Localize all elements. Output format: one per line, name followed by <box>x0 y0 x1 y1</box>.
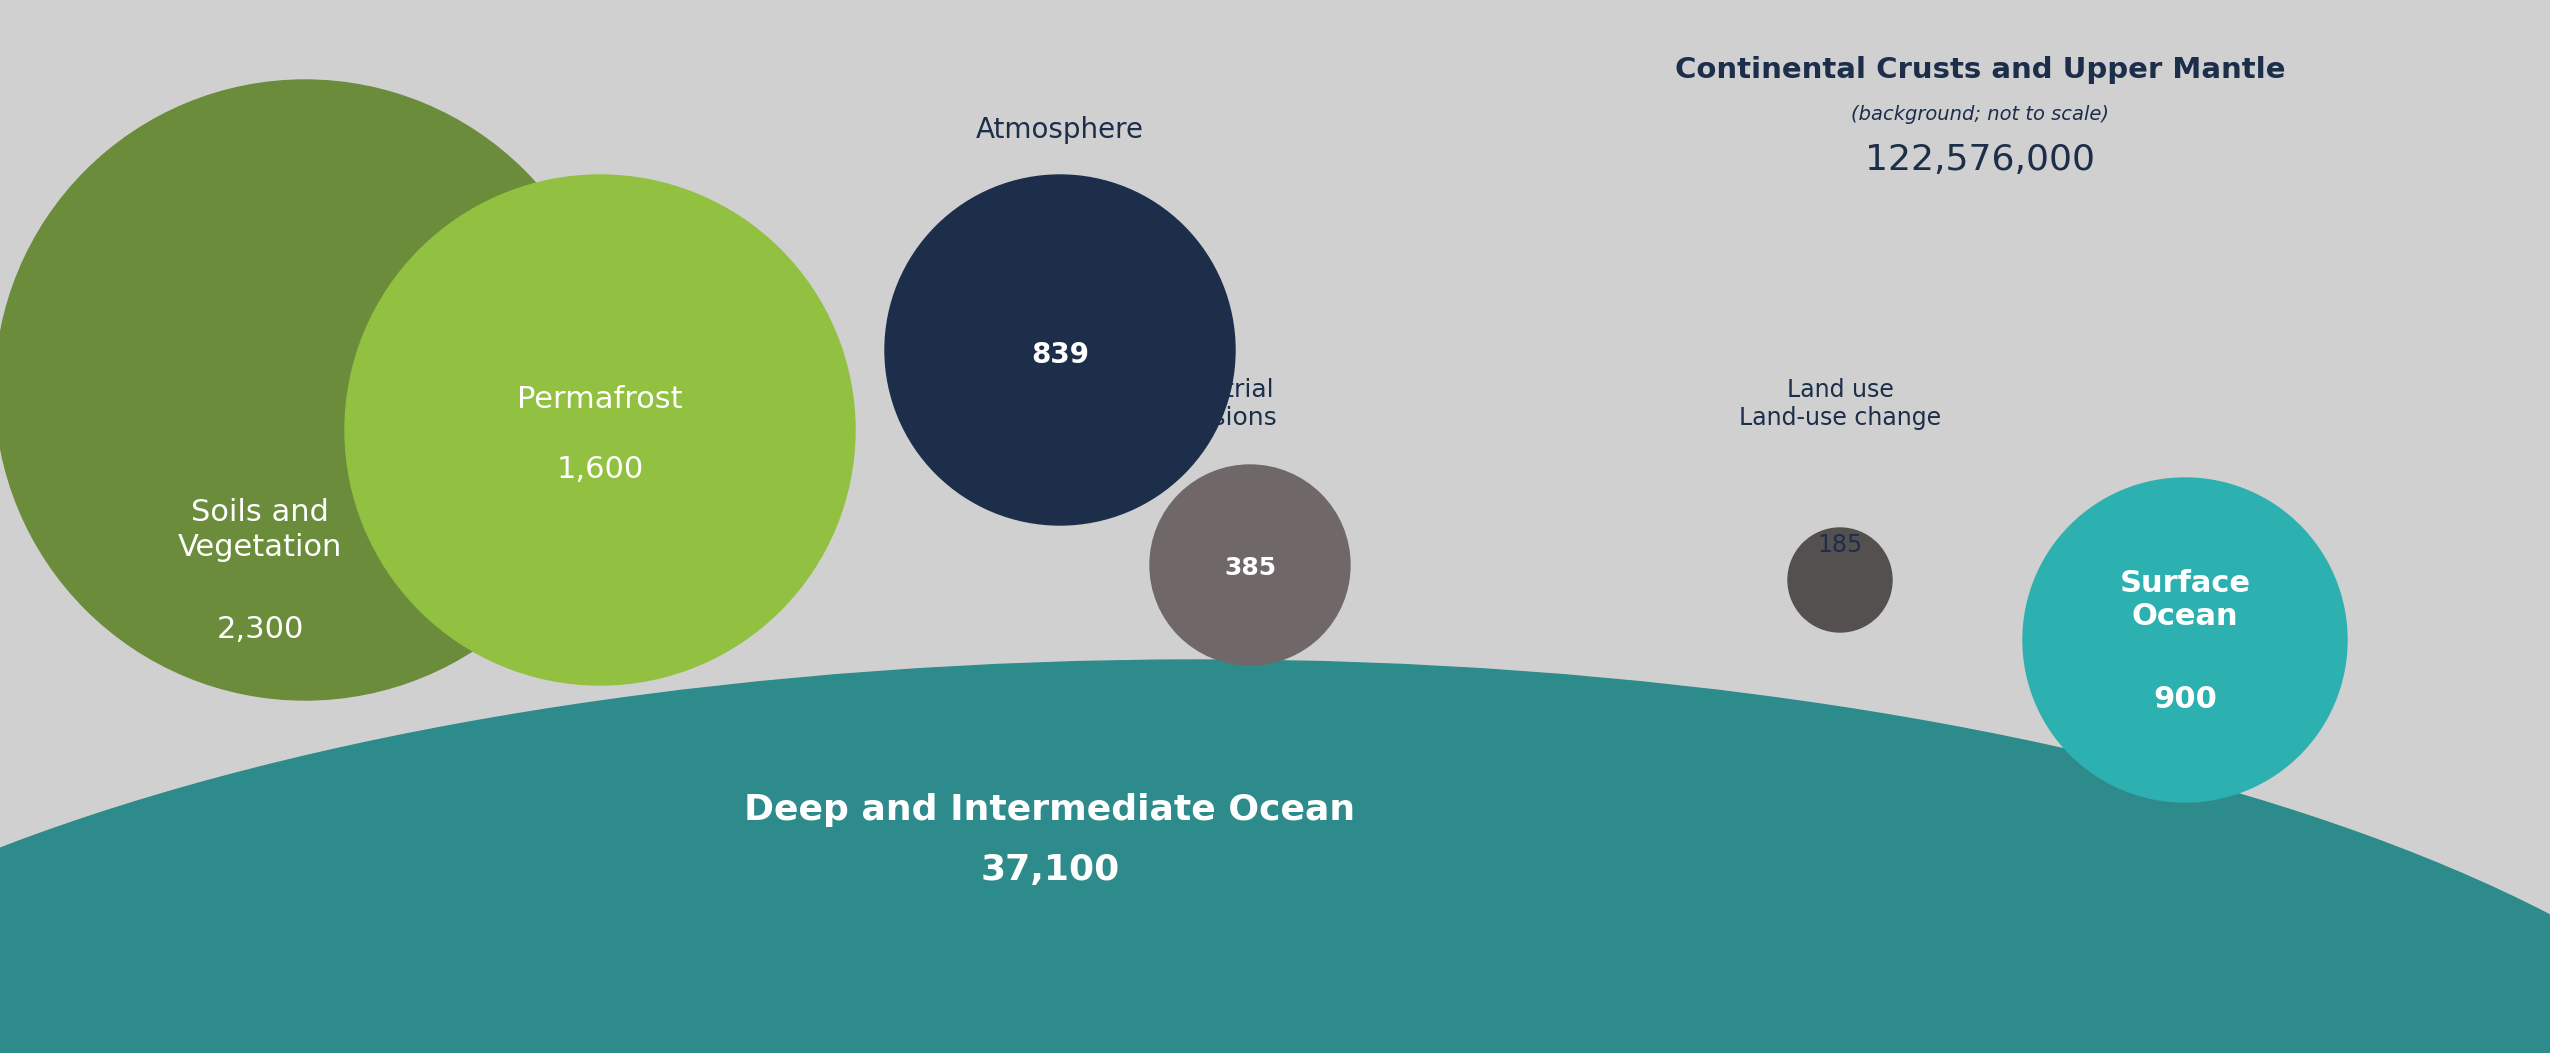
Circle shape <box>885 175 1234 525</box>
Circle shape <box>1150 465 1349 665</box>
Text: Soils and
Vegetation: Soils and Vegetation <box>179 498 342 562</box>
Text: Deep and Intermediate Ocean: Deep and Intermediate Ocean <box>745 793 1357 827</box>
Text: 185: 185 <box>1818 533 1862 557</box>
Text: 900: 900 <box>2152 686 2216 715</box>
Circle shape <box>344 175 854 686</box>
Text: 839: 839 <box>1030 341 1089 369</box>
Text: Atmosphere: Atmosphere <box>977 116 1145 144</box>
Text: 2,300: 2,300 <box>217 616 303 644</box>
Bar <box>0 920 2550 1053</box>
Ellipse shape <box>0 660 2550 1053</box>
Text: 385: 385 <box>1224 556 1275 580</box>
Text: 122,576,000: 122,576,000 <box>1864 143 2096 177</box>
Text: Surface
Ocean: Surface Ocean <box>2119 569 2252 632</box>
Circle shape <box>1788 528 1892 632</box>
Text: Permafrost: Permafrost <box>518 385 683 415</box>
Text: (background; not to scale): (background; not to scale) <box>1851 105 2109 124</box>
Circle shape <box>0 80 615 700</box>
Text: Land use
Land-use change: Land use Land-use change <box>1739 378 1941 430</box>
Text: Continental Crusts and Upper Mantle: Continental Crusts and Upper Mantle <box>1675 56 2285 84</box>
Text: 1,600: 1,600 <box>556 456 643 484</box>
Circle shape <box>2022 478 2346 802</box>
Text: 37,100: 37,100 <box>979 853 1119 887</box>
Text: Industrial
Emissions: Industrial Emissions <box>1153 378 1278 430</box>
